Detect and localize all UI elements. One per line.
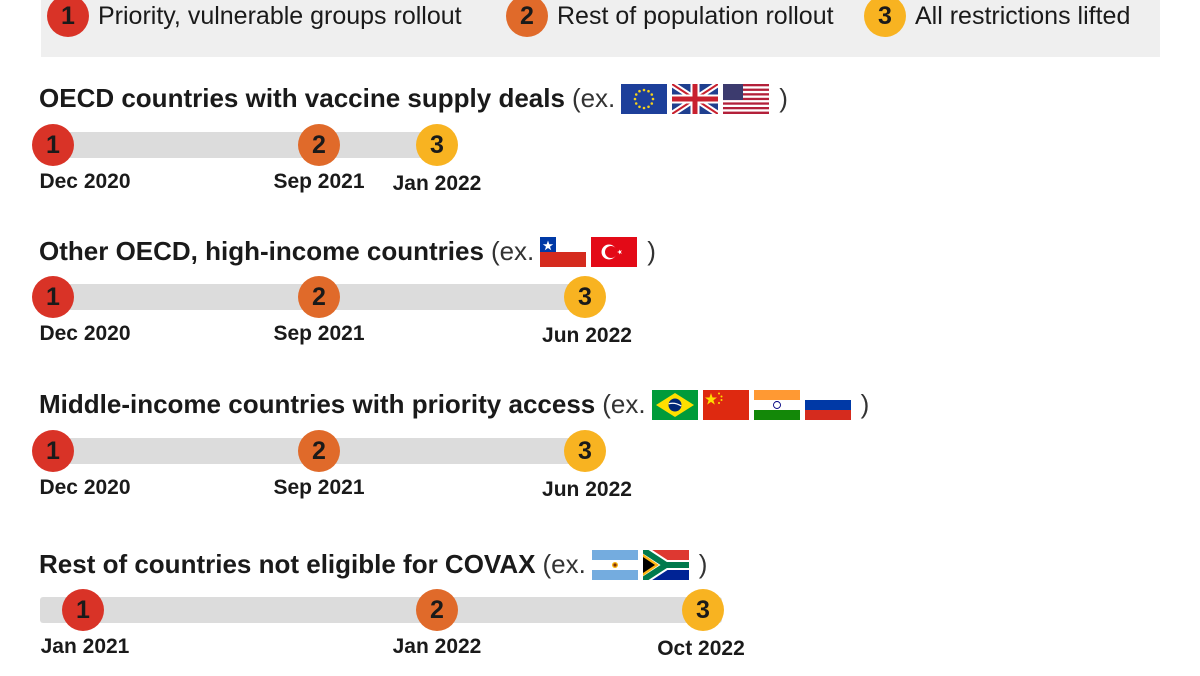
legend-item-restrictions-lifted: 3 All restrictions lifted: [864, 0, 1130, 37]
milestone-3-marker: 3: [564, 276, 606, 318]
legend: 1 Priority, vulnerable groups rollout 2 …: [41, 0, 1160, 57]
chile-flag-icon: [540, 236, 587, 267]
timeline-track: [40, 597, 722, 623]
example-flags: [591, 549, 689, 580]
russia-flag-icon: [804, 389, 851, 420]
eu-flag-icon: [621, 83, 668, 114]
example-suffix: ): [779, 83, 788, 113]
turkey-flag-icon: [591, 236, 638, 267]
milestone-2-date: Sep 2021: [273, 170, 365, 193]
example-flags: [621, 83, 770, 114]
timeline-track: [53, 132, 437, 158]
milestone-2-marker: 2: [298, 430, 340, 472]
row-title-oecd-deals: OECD countries with vaccine supply deals…: [39, 83, 788, 114]
example-flags: [651, 389, 851, 420]
legend-label-3: All restrictions lifted: [915, 1, 1131, 30]
row-title-text: Rest of countries not eligible for COVAX: [39, 549, 536, 579]
legend-badge-3: 3: [864, 0, 906, 37]
example-prefix: (ex.: [602, 389, 646, 419]
milestone-1-date: Jan 2021: [40, 635, 130, 658]
milestone-1-date: Dec 2020: [39, 322, 131, 345]
milestone-3-date: Jan 2022: [392, 172, 482, 195]
example-prefix: (ex.: [571, 83, 616, 113]
milestone-2-marker: 2: [298, 124, 340, 166]
legend-badge-2: 2: [506, 0, 548, 37]
row-title-rest-covax: Rest of countries not eligible for COVAX…: [39, 549, 707, 580]
example-prefix: (ex.: [542, 549, 586, 579]
south-africa-flag-icon: [642, 549, 689, 580]
legend-badge-1: 1: [47, 0, 89, 37]
milestone-3-marker: 3: [682, 589, 724, 631]
milestone-2-date: Sep 2021: [273, 476, 365, 499]
row-title-other-oecd: Other OECD, high-income countries (ex. ): [39, 236, 656, 267]
row-title-text: Other OECD, high-income countries: [39, 236, 484, 266]
example-suffix: ): [647, 236, 656, 266]
milestone-3-date: Oct 2022: [657, 637, 745, 660]
milestone-2-marker: 2: [416, 589, 458, 631]
milestone-1-marker: 1: [32, 276, 74, 318]
argentina-flag-icon: [591, 549, 638, 580]
milestone-3-marker: 3: [416, 124, 458, 166]
milestone-1-date: Dec 2020: [39, 170, 131, 193]
legend-label-2: Rest of population rollout: [557, 1, 834, 30]
example-prefix: (ex.: [490, 236, 535, 266]
milestone-1-marker: 1: [62, 589, 104, 631]
milestone-3-date: Jun 2022: [542, 324, 632, 347]
china-flag-icon: [702, 389, 749, 420]
milestone-3-date: Jun 2022: [542, 478, 632, 501]
milestone-1-date: Dec 2020: [39, 476, 131, 499]
milestone-3-marker: 3: [564, 430, 606, 472]
example-suffix: ): [698, 549, 708, 579]
brazil-flag-icon: [651, 389, 698, 420]
legend-item-priority: 1 Priority, vulnerable groups rollout: [47, 0, 462, 37]
row-title-middle-income: Middle-income countries with priority ac…: [39, 389, 869, 420]
milestone-2-date: Sep 2021: [273, 322, 365, 345]
milestone-2-marker: 2: [298, 276, 340, 318]
milestone-1-marker: 1: [32, 124, 74, 166]
row-title-text: OECD countries with vaccine supply deals: [39, 83, 565, 113]
milestone-2-date: Jan 2022: [392, 635, 482, 658]
india-flag-icon: [753, 389, 800, 420]
example-suffix: ): [860, 389, 870, 419]
row-title-text: Middle-income countries with priority ac…: [39, 389, 596, 419]
legend-label-1: Priority, vulnerable groups rollout: [98, 1, 462, 30]
uk-flag-icon: [672, 83, 719, 114]
milestone-1-marker: 1: [32, 430, 74, 472]
us-flag-icon: [723, 83, 770, 114]
example-flags: [540, 236, 638, 267]
legend-item-rest-population: 2 Rest of population rollout: [506, 0, 834, 37]
